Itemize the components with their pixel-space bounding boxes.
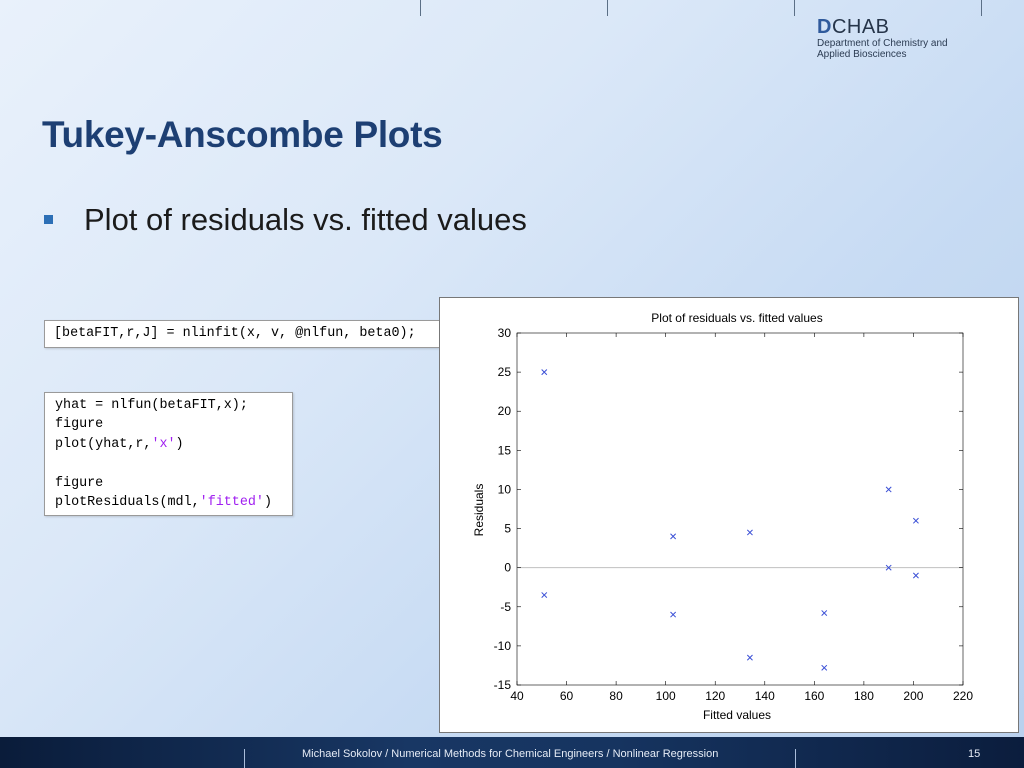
code-text: yhat = nlfun(betaFIT,x); bbox=[55, 398, 248, 413]
y-tick-label: 5 bbox=[504, 522, 511, 536]
code-line: plotResiduals(mdl,'fitted') bbox=[55, 493, 292, 512]
x-tick-label: 80 bbox=[609, 689, 623, 703]
y-tick-label: 30 bbox=[498, 326, 512, 340]
x-tick-label: 100 bbox=[656, 689, 676, 703]
footer-credit: Michael Sokolov / Numerical Methods for … bbox=[302, 748, 719, 760]
x-tick-label: 160 bbox=[804, 689, 824, 703]
slide-title: Tukey-Anscombe Plots bbox=[42, 114, 443, 155]
y-tick-label: -15 bbox=[494, 678, 512, 692]
code-text: figure bbox=[55, 417, 104, 433]
data-point-x-marker bbox=[885, 486, 892, 493]
code-text: plotResiduals(mdl, bbox=[55, 494, 200, 510]
x-axis-label: Fitted values bbox=[703, 708, 771, 722]
code-text: ) bbox=[175, 436, 184, 452]
bullet-text: Plot of residuals vs. fitted values bbox=[84, 202, 527, 237]
code-line: plot(yhat,r,'x') bbox=[55, 435, 292, 454]
code-text: [betaFIT,r,J] = nlinfit(x, v, @nlfun, be… bbox=[54, 326, 416, 341]
code-line bbox=[55, 454, 292, 473]
code-line: [betaFIT,r,J] = nlinfit(x, v, @nlfun, be… bbox=[54, 324, 443, 343]
y-tick-label: 15 bbox=[498, 443, 512, 457]
y-tick-label: 0 bbox=[504, 561, 511, 575]
footer-divider-right bbox=[795, 749, 796, 768]
data-point-x-marker bbox=[821, 664, 828, 671]
data-point-x-marker bbox=[541, 369, 548, 376]
code-snippet-nlinfit: [betaFIT,r,J] = nlinfit(x, v, @nlfun, be… bbox=[44, 320, 444, 348]
page-number: 15 bbox=[968, 748, 981, 760]
logo-mark-rest: CHAB bbox=[831, 16, 890, 38]
residual-plot-figure: Plot of residuals vs. fitted values Fitt… bbox=[439, 297, 1019, 733]
logo-line-2: Applied Biosciences bbox=[817, 49, 907, 60]
top-divider-4 bbox=[981, 0, 982, 16]
data-point-x-marker bbox=[912, 517, 919, 524]
x-tick-label: 220 bbox=[953, 689, 973, 703]
top-divider-3 bbox=[794, 0, 795, 16]
bullet-item: Plot of residuals vs. fitted values bbox=[44, 202, 527, 238]
footer-divider-left bbox=[244, 749, 245, 768]
x-tick-label: 140 bbox=[755, 689, 775, 703]
data-point-x-marker bbox=[821, 610, 828, 616]
chart-title: Plot of residuals vs. fitted values bbox=[651, 311, 822, 325]
code-snippet-plot: yhat = nlfun(betaFIT,x); figure plot(yhat,… bbox=[44, 392, 293, 516]
y-axis-label: Residuals bbox=[472, 484, 486, 537]
data-point-x-marker bbox=[912, 572, 919, 579]
logo-mark-letter: D bbox=[817, 16, 832, 38]
code-line: figure bbox=[55, 415, 292, 434]
code-string-literal: 'fitted' bbox=[199, 494, 264, 510]
y-tick-label: -5 bbox=[500, 600, 511, 614]
y-tick-label: 10 bbox=[498, 482, 512, 496]
y-tick-label: 20 bbox=[498, 404, 512, 418]
logo-line-1: Department of Chemistry and bbox=[817, 38, 948, 49]
code-text: ) bbox=[263, 494, 272, 510]
x-tick-label: 40 bbox=[510, 689, 524, 703]
data-point-x-marker bbox=[670, 533, 677, 540]
plot-area: 40 60 80 100 120 140 160 180 200 220 -15 -10 -5 0 5 10 1… bbox=[494, 326, 974, 703]
residual-plot-svg: Plot of residuals vs. fitted values Fitt… bbox=[472, 311, 974, 722]
code-string-literal: 'x' bbox=[151, 436, 176, 452]
top-divider-1 bbox=[420, 0, 421, 16]
x-tick-label: 180 bbox=[854, 689, 874, 703]
data-point-x-marker bbox=[670, 611, 677, 618]
logo-mark: DCHAB bbox=[817, 16, 948, 38]
code-line: yhat = nlfun(betaFIT,x); bbox=[55, 396, 292, 415]
code-text: figure bbox=[55, 475, 104, 491]
x-tick-label: 60 bbox=[560, 689, 574, 703]
data-point-x-marker bbox=[885, 564, 892, 571]
y-tick-label: -10 bbox=[494, 639, 512, 653]
x-tick-label: 200 bbox=[903, 689, 923, 703]
code-line: figure bbox=[55, 474, 292, 493]
slide-footer: Michael Sokolov / Numerical Methods for … bbox=[0, 737, 1024, 768]
code-text: plot(yhat,r, bbox=[55, 436, 152, 452]
dchab-logo: DCHAB Department of Chemistry and Applie… bbox=[817, 16, 948, 60]
top-divider-2 bbox=[607, 0, 608, 16]
y-tick-label: 25 bbox=[498, 365, 512, 379]
plot-frame bbox=[516, 332, 964, 686]
data-point-x-marker bbox=[541, 592, 548, 598]
data-point-x-marker bbox=[746, 654, 753, 661]
x-tick-label: 120 bbox=[705, 689, 725, 703]
bullet-square-icon bbox=[44, 214, 53, 224]
data-point-x-marker bbox=[746, 529, 753, 536]
